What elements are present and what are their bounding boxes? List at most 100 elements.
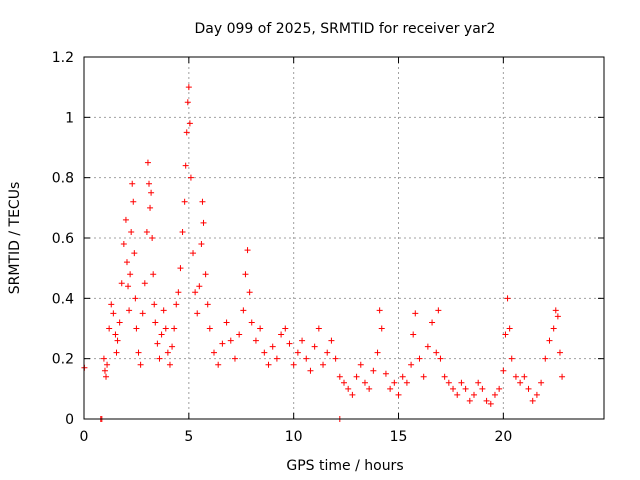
data-point — [353, 373, 360, 380]
y-tick-label: 0.6 — [52, 231, 74, 247]
data-point — [441, 373, 448, 380]
data-point — [194, 310, 201, 317]
x-tick-label: 20 — [494, 429, 512, 445]
data-point — [454, 391, 461, 398]
data-point — [173, 301, 180, 308]
data-point — [315, 325, 322, 332]
data-point — [184, 99, 191, 106]
data-point — [324, 349, 331, 356]
data-point — [257, 325, 264, 332]
data-point — [374, 349, 381, 356]
data-point — [231, 355, 238, 362]
data-point — [171, 325, 178, 332]
data-points — [81, 84, 566, 422]
data-point — [546, 337, 553, 344]
data-point — [479, 385, 486, 392]
data-point — [187, 174, 194, 181]
data-point — [357, 361, 364, 368]
data-point — [182, 162, 189, 169]
data-point — [382, 370, 389, 377]
data-point — [517, 379, 524, 386]
data-point — [403, 379, 410, 386]
data-point — [466, 397, 473, 404]
data-point — [114, 337, 121, 344]
data-point — [150, 271, 157, 278]
data-point — [399, 373, 406, 380]
data-point — [376, 307, 383, 314]
data-point — [410, 331, 417, 338]
data-point — [177, 265, 184, 272]
data-point — [458, 379, 465, 386]
data-point — [269, 343, 276, 350]
data-point — [491, 391, 498, 398]
data-point — [149, 235, 156, 241]
data-point — [151, 301, 158, 308]
data-point — [502, 331, 509, 338]
x-axis-label: GPS time / hours — [286, 458, 403, 474]
data-point — [211, 349, 217, 356]
data-point — [294, 349, 301, 356]
y-axis-label: SRMTID / TECUs — [7, 182, 23, 295]
x-tick-label: 5 — [184, 429, 193, 445]
data-point — [529, 397, 536, 404]
data-point — [246, 289, 253, 296]
data-point — [240, 307, 247, 314]
data-point — [487, 400, 494, 407]
data-point — [185, 84, 192, 91]
data-point — [366, 385, 373, 392]
data-point — [265, 361, 272, 368]
data-point — [126, 307, 133, 314]
data-point — [556, 349, 563, 356]
data-point — [450, 385, 457, 392]
data-point — [135, 349, 142, 356]
data-point — [141, 280, 148, 287]
data-point — [143, 228, 150, 235]
data-point — [336, 373, 343, 380]
data-point — [506, 325, 513, 332]
data-point — [133, 325, 140, 332]
axis-ticks: 0 5 10 15 20 0 0.2 0.4 0.6 0.8 1 1.2 — [52, 50, 604, 445]
data-point — [103, 373, 110, 380]
data-point — [130, 198, 137, 205]
data-point — [122, 216, 129, 223]
data-point — [162, 325, 169, 332]
data-point — [106, 325, 113, 332]
data-point — [101, 367, 108, 374]
plot-frame — [83, 56, 605, 420]
data-point — [416, 355, 423, 362]
data-point — [128, 228, 135, 235]
data-point — [137, 361, 144, 368]
data-point — [429, 319, 436, 326]
data-point — [278, 331, 285, 338]
data-point — [131, 250, 138, 257]
data-point — [483, 397, 490, 404]
data-point — [190, 250, 197, 257]
data-point — [202, 271, 209, 278]
data-point — [391, 379, 398, 386]
data-point — [462, 385, 469, 392]
data-point — [148, 189, 155, 196]
data-point — [108, 301, 115, 308]
data-point — [132, 295, 139, 302]
y-tick-label: 0.4 — [52, 291, 74, 307]
data-point — [112, 331, 119, 338]
data-point — [156, 355, 163, 362]
data-point — [307, 367, 314, 374]
data-point — [299, 337, 306, 344]
data-point — [186, 120, 193, 127]
data-point — [320, 361, 327, 368]
data-point — [204, 301, 211, 308]
data-point — [104, 361, 111, 368]
x-tick-label: 10 — [285, 429, 303, 445]
data-point — [408, 361, 415, 368]
grid — [84, 57, 604, 419]
data-point — [475, 379, 482, 386]
data-point — [227, 337, 234, 344]
data-point — [154, 340, 161, 347]
data-point — [361, 379, 368, 386]
data-point — [196, 283, 203, 290]
data-point — [146, 180, 152, 187]
data-point — [437, 355, 444, 362]
data-point — [420, 373, 427, 380]
y-tick-label: 0.8 — [52, 171, 74, 187]
